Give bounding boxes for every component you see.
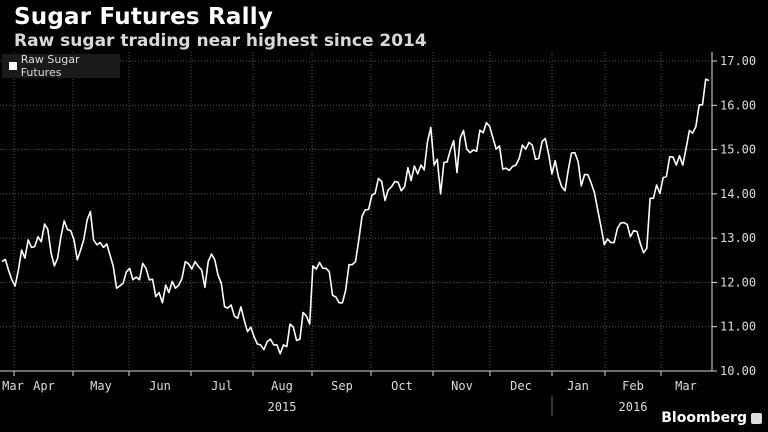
x-tick-label: May [90, 379, 112, 393]
legend-label: Raw Sugar Futures [20, 53, 80, 79]
bloomberg-icon [751, 412, 762, 424]
bloomberg-logo: Bloomberg [661, 410, 762, 426]
x-tick-label: Mar [2, 379, 24, 393]
x-tick-label: Feb [622, 379, 644, 393]
chart-title: Sugar Futures Rally [14, 4, 274, 30]
y-tick-label: 17.00 [720, 54, 756, 68]
y-tick-label: 12.00 [720, 275, 756, 289]
x-tick-label: Oct [391, 379, 413, 393]
y-tick-label: 10.00 [720, 364, 756, 378]
y-tick-label: 14.00 [720, 187, 756, 201]
y-tick-label: 15.00 [720, 143, 756, 157]
x-tick-label: Sep [331, 379, 353, 393]
chart-subtitle: Raw sugar trading near highest since 201… [14, 31, 427, 51]
y-tick-label: 16.00 [720, 98, 756, 112]
legend: Raw Sugar Futures [2, 53, 120, 79]
x-tick-label: Dec [510, 379, 532, 393]
source-label: Bloomberg [661, 410, 747, 426]
x-tick-label: Nov [451, 379, 473, 393]
x-tick-label: Jul [211, 379, 233, 393]
y-tick-label: 11.00 [720, 320, 756, 334]
x-tick-label: Mar [675, 379, 697, 393]
year-label: 2016 [619, 400, 648, 414]
y-tick-label: 13.00 [720, 231, 756, 245]
series-line-raw-sugar-futures [1, 78, 710, 355]
x-tick-label: Aug [271, 379, 293, 393]
legend-swatch [9, 62, 17, 70]
year-label: 2015 [268, 400, 297, 414]
x-tick-label: Jun [149, 379, 171, 393]
x-tick-label: Apr [33, 379, 55, 393]
x-tick-label: Jan [567, 379, 589, 393]
